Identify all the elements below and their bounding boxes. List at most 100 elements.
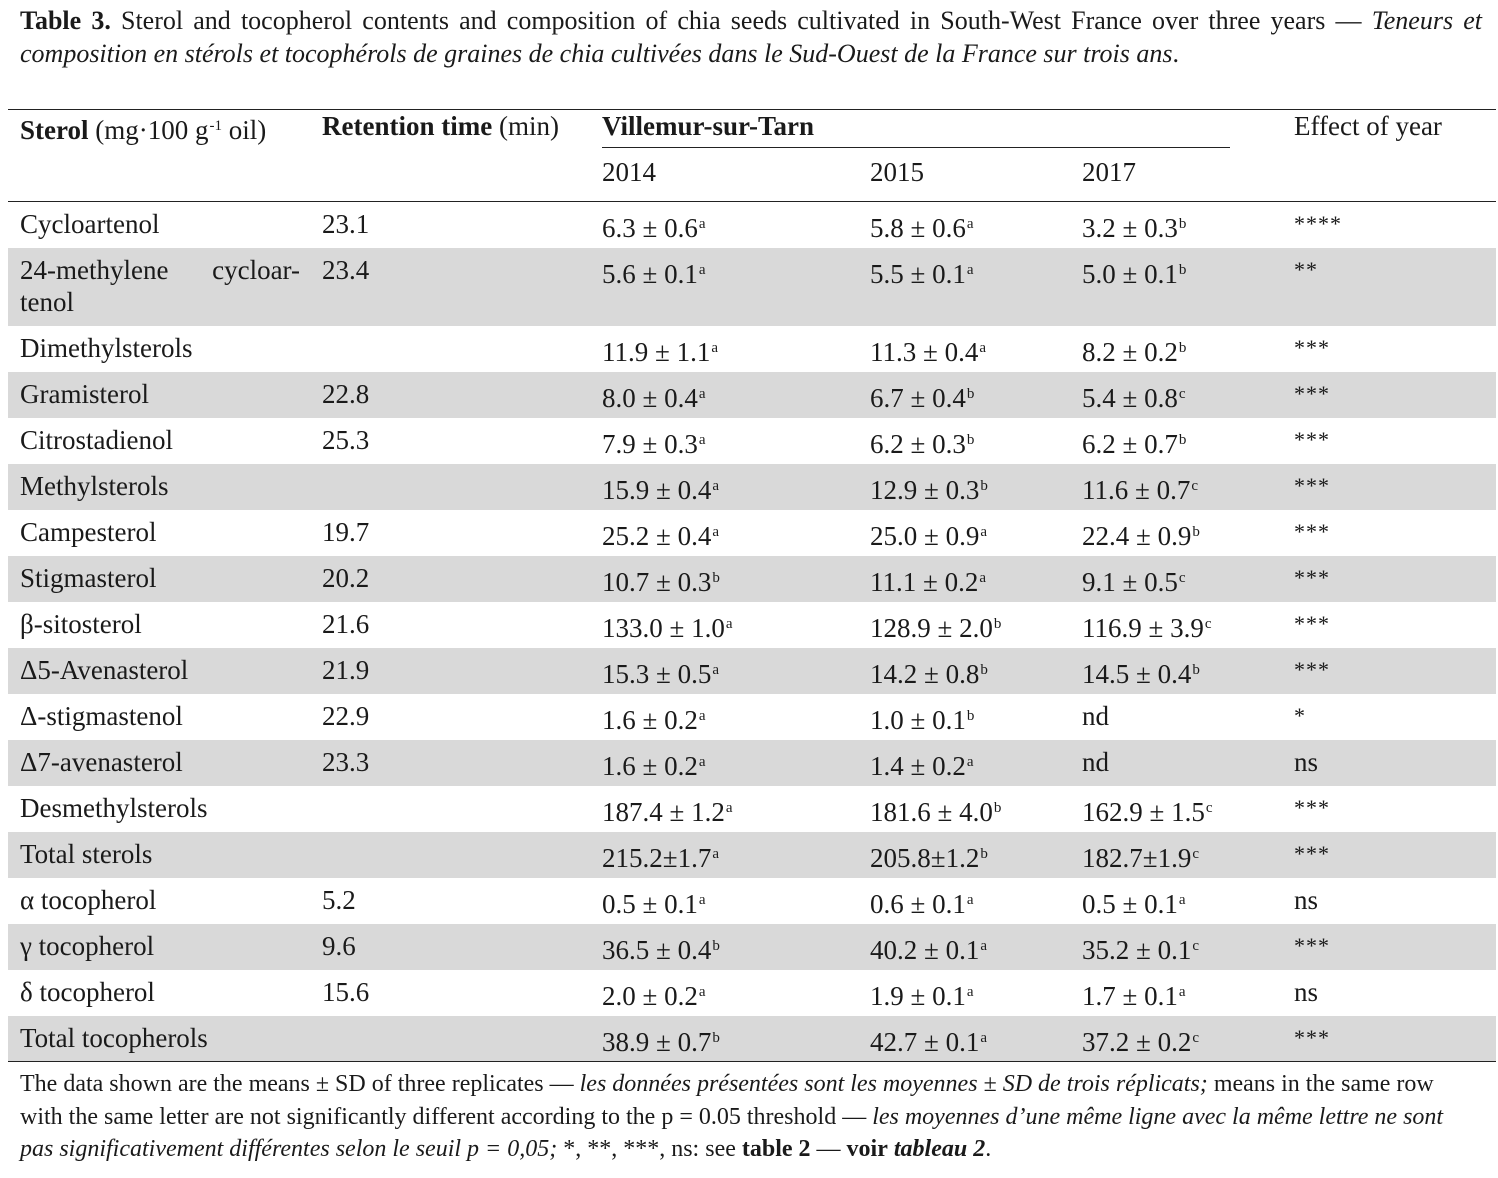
cell-significance-letter: c [1204,615,1212,632]
cell-significance-letter: a [712,845,719,862]
cell-mean-sd: 14.2 ± 0.8 [870,658,980,689]
cell-significance-letter: c [1192,1029,1199,1046]
cell-significance-letter: a [966,891,974,908]
header-effect-of-year: Effect of year [1282,109,1497,156]
row-value-2014: 0.5 ± 0.1a [590,878,858,924]
cell-mean-sd: 3.2 ± 0.3 [1082,213,1178,243]
row-retention-time [310,326,590,372]
cell-significance-letter: a [698,891,706,908]
cell-mean-sd: 6.2 ± 0.3 [870,428,966,459]
row-value-2015: 0.6 ± 0.1a [858,878,1070,924]
cell-mean-sd: 9.1 ± 0.5 [1082,566,1178,597]
cell-significance-letter: a [725,799,733,816]
header-retention-time: Retention time (min) [310,109,590,156]
row-value-2015: 6.7 ± 0.4b [858,371,1070,418]
cell-significance-letter: a [980,937,987,954]
row-compound: Cycloartenol [20,209,160,239]
cell-significance-letter: b [980,661,988,678]
cell-mean-sd: 11.9 ± 1.1 [602,336,711,367]
cell-significance-letter: b [993,799,1002,816]
cell-mean-sd: 25.2 ± 0.4 [602,520,712,551]
row-effect-of-year: ns [1294,976,1319,1007]
cell-mean-sd: 182.7±1.9 [1082,842,1192,873]
row-effect-of-year: *** [1282,923,1497,970]
row-value-2015: 6.2 ± 0.3b [858,418,1070,464]
row-retention-time: 23.4 [310,247,590,326]
row-value-2017: 116.9 ± 3.9c [1070,602,1282,648]
row-compound: Δ5-Avenasterol [8,647,310,694]
row-value-2014: 8.0 ± 0.4a [590,371,858,418]
cell-mean-sd: 5.5 ± 0.1 [870,258,966,289]
row-compound: Total tocopherols [8,1015,310,1062]
cell-significance-letter: a [966,216,974,232]
cell-mean-sd: 5.8 ± 0.6 [870,213,966,243]
row-value-2017: 5.0 ± 0.1b [1070,247,1283,326]
cell-significance-letter: a [966,261,974,278]
cell-mean-sd: 8.2 ± 0.2 [1082,336,1178,367]
table-row: β-sitosterol 21.6 133.0 ± 1.0a 128.9 ± 2.0b… [8,602,1496,648]
row-compound: Gramisterol [8,371,310,418]
caption-end: . [1172,39,1180,68]
row-value-2014: 11.9 ± 1.1a [590,326,858,372]
table-row: γ tocopherol 9.6 36.5 ± 0.4b 40.2 ± 0.1a 35.… [8,923,1497,970]
cell-mean-sd: 1.6 ± 0.2 [602,750,698,781]
cell-significance-letter: b [712,937,720,954]
cell-mean-sd: 1.9 ± 0.1 [870,980,966,1011]
table-row: Δ7-avenasterol 23.3 1.6 ± 0.2a 1.4 ± 0.2a nd… [8,739,1497,786]
cell-mean-sd: 6.7 ± 0.4 [870,382,966,413]
cell-mean-sd: 12.9 ± 0.3 [870,474,980,505]
row-effect-of-year: *** [1282,1015,1497,1062]
table-row: Gramisterol 22.8 8.0 ± 0.4a 6.7 ± 0.4b 5.4 ±… [8,371,1497,418]
table-row: Total tocopherols 38.9 ± 0.7b 42.7 ± 0.1a 3… [8,1015,1497,1062]
cell-mean-sd: 37.2 ± 0.2 [1082,1026,1192,1057]
row-compound: Δ-stigmastenol [20,700,183,731]
cell-significance-letter: b [712,569,720,586]
cell-mean-sd: 1.0 ± 0.1 [870,704,966,735]
cell-mean-sd: 35.2 ± 0.1 [1082,934,1192,965]
table-row: δ tocopherol 15.6 2.0 ± 0.2a 1.9 ± 0.1a 1.7 … [8,970,1496,1016]
cell-mean-sd: 1.7 ± 0.1 [1082,980,1178,1011]
cell-mean-sd: 5.0 ± 0.1 [1082,258,1178,289]
row-retention-time [310,786,590,832]
row-value-2017: 3.2 ± 0.3b [1070,202,1282,248]
row-value-2017: 22.4 ± 0.9b [1070,510,1282,556]
cell-significance-letter: b [1192,523,1200,540]
sterol-tocopherol-table: Sterol (mg·100 g-1 oil) Retention time (… [8,109,1497,1062]
cell-significance-letter: a [725,615,733,632]
cell-mean-sd: 7.9 ± 0.3 [602,428,698,459]
row-retention-time: 15.6 [322,976,370,1007]
row-value-2015: 11.1 ± 0.2a [858,555,1070,602]
cell-significance-letter: a [698,753,706,770]
cell-mean-sd: 5.6 ± 0.1 [602,258,698,289]
row-effect-of-year: *** [1282,555,1497,602]
cell-significance-letter: b [980,477,988,494]
row-value-2015: 11.3 ± 0.4a [858,326,1070,372]
row-retention-time: 23.1 [322,209,370,239]
row-compound: Campesterol [20,516,157,547]
row-value-2015: 40.2 ± 0.1a [858,923,1070,970]
table-row: 24-methylene cycloar-tenol 23.4 5.6 ± 0.1a… [8,247,1497,326]
table-row: Campesterol 19.7 25.2 ± 0.4a 25.0 ± 0.9a 22.… [8,510,1496,556]
caption-french: Teneurs et composition en stérols et toc… [20,6,1482,68]
cell-mean-sd: 11.3 ± 0.4 [870,336,979,367]
cell-significance-letter: b [712,1029,720,1046]
table-row: Dimethylsterols 11.9 ± 1.1a 11.3 ± 0.4a 8.2… [8,326,1496,372]
row-value-2017: 35.2 ± 0.1c [1070,923,1283,970]
row-compound: β-sitosterol [20,608,142,639]
cell-significance-letter: a [712,661,719,678]
cell-mean-sd: 40.2 ± 0.1 [870,934,980,965]
header-sterol: Sterol (mg·100 g-1 oil) [8,109,310,156]
row-value-2014: 15.9 ± 0.4a [590,463,858,510]
cell-mean-sd: 38.9 ± 0.7 [602,1026,712,1057]
row-retention-time: 22.8 [310,371,590,418]
cell-significance-letter: b [1178,216,1187,232]
cell-mean-sd: 215.2±1.7 [602,842,712,873]
cell-significance-letter: b [1192,661,1200,678]
row-value-2014: 1.6 ± 0.2a [590,739,858,786]
caption-english: Sterol and tocopherol contents and compo… [121,6,1362,35]
table-row: Δ-stigmastenol 22.9 1.6 ± 0.2a 1.0 ± 0.1b nd… [8,694,1496,740]
cell-significance-letter: b [993,615,1002,632]
cell-mean-sd: 6.2 ± 0.7 [1082,428,1178,459]
cell-mean-sd: 5.4 ± 0.8 [1082,382,1178,413]
cell-mean-sd: nd [1082,746,1109,777]
